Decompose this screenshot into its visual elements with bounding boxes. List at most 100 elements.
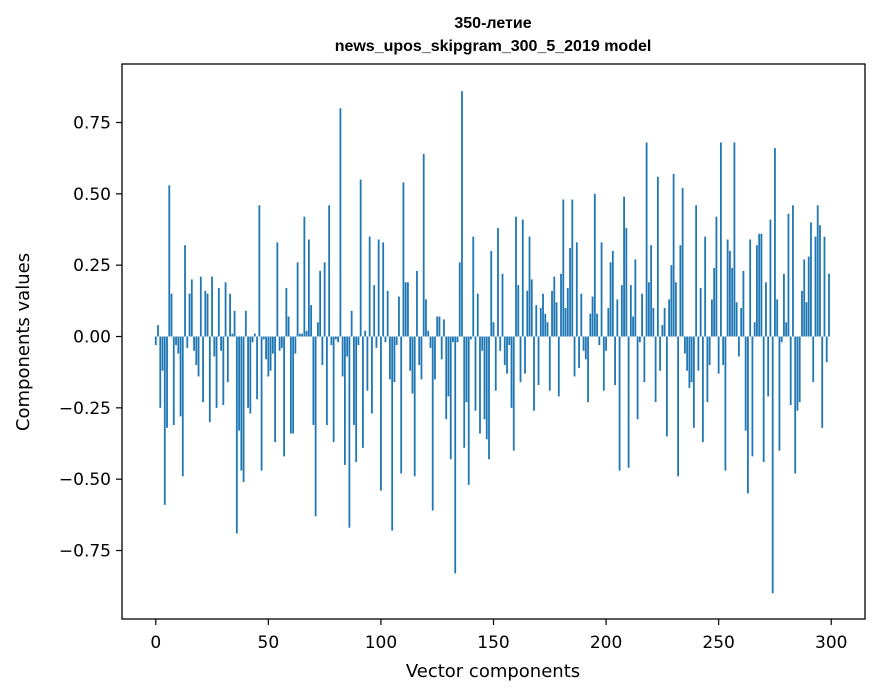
bar: [280, 336, 283, 348]
bar: [742, 270, 745, 337]
bar: [600, 242, 603, 337]
bar: [449, 336, 452, 460]
bar: [783, 273, 785, 337]
bar: [355, 336, 358, 463]
bar: [465, 336, 468, 403]
bar: [305, 330, 308, 337]
bar: [373, 285, 376, 337]
bar: [569, 248, 571, 337]
bar: [535, 305, 538, 337]
bar: [413, 336, 416, 477]
bar: [488, 336, 490, 460]
bar: [533, 336, 535, 411]
bar: [463, 336, 466, 448]
bar: [735, 302, 738, 337]
bar: [647, 282, 650, 337]
bar: [823, 236, 826, 337]
bar: [350, 310, 353, 337]
bar: [470, 336, 472, 340]
bar: [163, 336, 166, 505]
bar: [249, 336, 252, 414]
bar: [711, 299, 713, 337]
bar: [605, 336, 607, 351]
bar: [812, 336, 815, 383]
bar: [398, 296, 400, 337]
bar: [301, 333, 304, 337]
bar: [161, 336, 164, 371]
bar: [821, 336, 824, 428]
bar-series: [154, 91, 830, 594]
bar: [641, 293, 643, 337]
bar: [724, 336, 727, 471]
bar: [483, 336, 486, 420]
bar: [623, 196, 625, 337]
y-tick-label: −0.75: [59, 542, 111, 562]
bar: [434, 336, 436, 380]
bar: [168, 185, 171, 337]
bar: [713, 268, 716, 337]
bar: [607, 307, 610, 337]
bar: [353, 336, 355, 425]
bar: [344, 336, 346, 465]
bar: [231, 333, 234, 337]
bar: [778, 336, 781, 451]
bar: [758, 233, 761, 337]
bar: [181, 336, 184, 477]
y-tick-label: 0.50: [73, 185, 111, 205]
bar: [337, 336, 340, 343]
bar: [740, 307, 743, 337]
bar: [539, 307, 542, 337]
bar: [699, 288, 702, 337]
chart-title-line1: 350-летие: [454, 15, 531, 32]
bar: [267, 336, 270, 377]
bar: [240, 336, 243, 471]
bar: [416, 270, 418, 337]
bar: [785, 322, 788, 337]
bar: [672, 173, 675, 337]
x-tick-label: 250: [702, 633, 734, 653]
bar: [476, 293, 479, 337]
bar: [789, 336, 792, 405]
bar: [584, 336, 587, 360]
bar: [278, 336, 281, 351]
bar: [368, 236, 371, 337]
bar: [325, 336, 328, 425]
bar: [190, 279, 193, 337]
bar: [747, 336, 749, 494]
y-tick-label: −0.50: [59, 470, 111, 490]
bar: [371, 336, 373, 414]
bar: [548, 336, 551, 391]
bar: [407, 282, 409, 337]
bar: [629, 285, 632, 337]
bar: [332, 336, 335, 443]
bar: [258, 205, 261, 337]
y-axis-ticks: 0.75 0.50 0.25 0.00 −0.25 −0.50 −0.75: [59, 113, 122, 562]
x-tick-label: 50: [258, 633, 280, 653]
bar: [650, 245, 653, 337]
bar: [729, 250, 731, 337]
bar: [769, 219, 772, 337]
bar: [512, 336, 515, 451]
bar: [738, 336, 740, 357]
bar: [211, 276, 213, 337]
bar: [197, 336, 200, 377]
bar: [517, 285, 520, 337]
bar: [472, 236, 475, 337]
bar: [526, 290, 529, 337]
bar: [555, 302, 558, 337]
bar: [312, 336, 315, 425]
bar: [537, 336, 540, 386]
bar: [310, 305, 313, 337]
bar: [681, 188, 684, 337]
bar: [614, 336, 616, 386]
bar: [749, 239, 752, 337]
bar: [674, 282, 677, 337]
bar: [602, 336, 605, 391]
bar: [701, 336, 704, 443]
bar: [380, 336, 382, 491]
bar: [726, 239, 729, 337]
bar: [668, 299, 671, 337]
bar: [715, 216, 718, 337]
bar: [528, 236, 531, 337]
